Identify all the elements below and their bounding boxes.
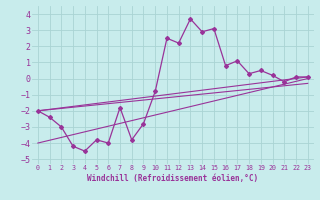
X-axis label: Windchill (Refroidissement éolien,°C): Windchill (Refroidissement éolien,°C)	[87, 174, 258, 183]
